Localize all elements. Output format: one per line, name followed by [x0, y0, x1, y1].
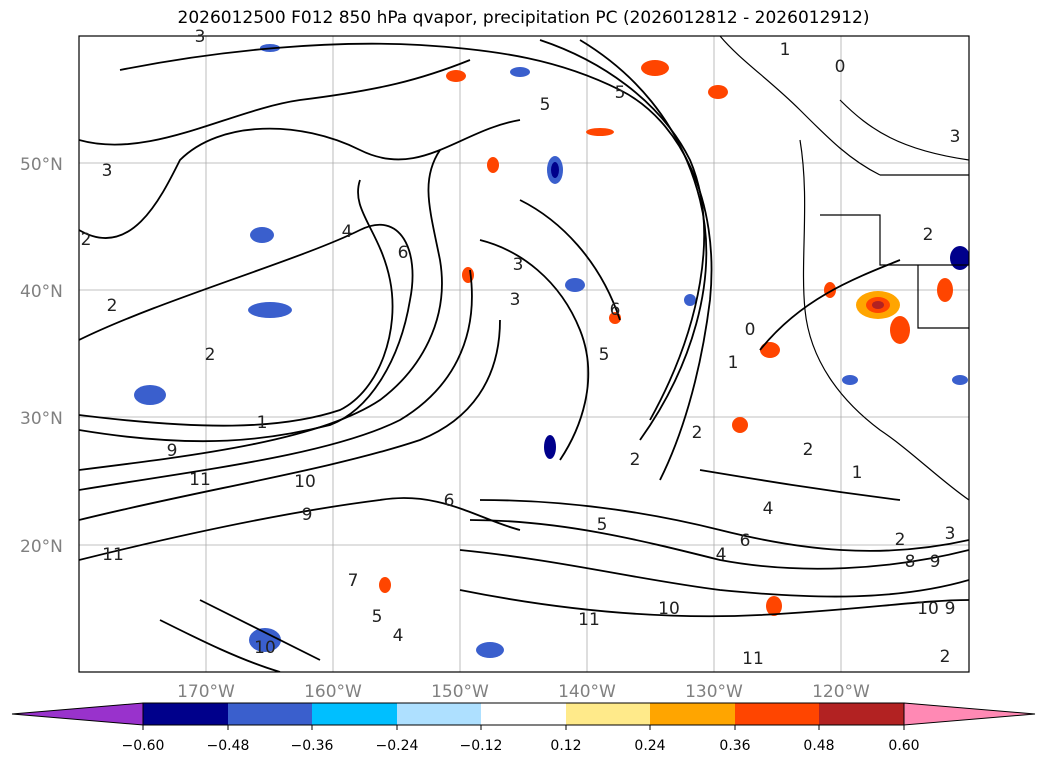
contour-label: 7 — [348, 571, 359, 591]
contour-label: 4 — [342, 222, 353, 242]
contour-label: 9 — [930, 552, 941, 572]
coastlines — [719, 36, 969, 501]
contour-label: 5 — [540, 95, 551, 115]
lat-label-20N: 20°N — [20, 537, 63, 557]
colorbar-extend-high — [903, 702, 1036, 726]
colorbar-bin — [735, 703, 819, 725]
contour-label: 1 — [852, 463, 863, 483]
colorbar-frame — [142, 702, 905, 726]
contour-label: 2 — [895, 530, 906, 550]
colorbar-tick-label: −0.48 — [207, 738, 250, 754]
contour-label: 3 — [510, 290, 521, 310]
colorbar-tick-label: −0.12 — [460, 738, 503, 754]
contour-label: 5 — [615, 83, 626, 103]
colorbar-tick-label: 0.24 — [634, 738, 665, 754]
lon-label-150W: 150°W — [431, 682, 489, 702]
colorbar-tick-label: −0.24 — [376, 738, 419, 754]
contour-label: 10 — [917, 599, 939, 619]
colorbar-bin — [312, 703, 397, 725]
contour-label: 5 — [599, 345, 610, 365]
contour-label: 5 — [597, 515, 608, 535]
contour-label: 3 — [513, 255, 524, 275]
contour-label: 4 — [763, 499, 774, 519]
contour-label: 3 — [950, 127, 961, 147]
contour-label: 2 — [692, 423, 703, 443]
colorbar-extend-low — [11, 702, 144, 726]
contour-label: 2 — [803, 440, 814, 460]
lon-label-120W: 120°W — [812, 682, 870, 702]
colorbar-bin — [819, 703, 904, 725]
contour-label: 10 — [658, 599, 680, 619]
contour-label: 1 — [780, 40, 791, 60]
contour-label: 11 — [742, 649, 764, 669]
precip-anomaly-fill — [134, 44, 969, 658]
contour-label: 10 — [294, 472, 316, 492]
colorbar-bin — [481, 703, 566, 725]
contour-label: 3 — [945, 524, 956, 544]
lat-label-50N: 50°N — [20, 155, 63, 175]
colorbar-tick-label: 0.36 — [719, 738, 750, 754]
colorbar-bin — [397, 703, 481, 725]
contour-label: 11 — [102, 545, 124, 565]
map-background — [79, 36, 969, 672]
colorbar-bin — [650, 703, 735, 725]
contour-label: 2 — [940, 647, 951, 667]
colorbar-bin — [566, 703, 650, 725]
contour-label: 2 — [205, 345, 216, 365]
contour-label: 1 — [257, 413, 268, 433]
contour-label: 9 — [302, 505, 313, 525]
contour-label: 4 — [393, 626, 404, 646]
colorbar: −0.60 −0.48 −0.36 −0.24 −0.12 0.12 0.24 … — [11, 702, 1036, 754]
contour-label: 10 — [254, 638, 276, 658]
contour-label: 9 — [167, 441, 178, 461]
contour-label: 3 — [102, 161, 113, 181]
qvapor-contours — [79, 39, 969, 672]
colorbar-tick-label: 0.60 — [888, 738, 919, 754]
contour-label: 2 — [81, 230, 92, 250]
contour-label: 5 — [372, 607, 383, 627]
colorbar-bin — [143, 703, 228, 725]
contour-label: 0 — [745, 320, 756, 340]
contour-label: 6 — [398, 243, 409, 263]
contour-label: 11 — [578, 610, 600, 630]
lon-label-140W: 140°W — [558, 682, 616, 702]
contour-label: 8 — [905, 552, 916, 572]
contour-label: 0 — [835, 57, 846, 77]
contour-label: 4 — [716, 545, 727, 565]
lon-label-130W: 130°W — [685, 682, 743, 702]
lon-label-160W: 160°W — [304, 682, 362, 702]
contour-label: 11 — [189, 470, 211, 490]
map-title: 2026012500 F012 850 hPa qvapor, precipit… — [177, 8, 870, 28]
contour-label: 6 — [444, 491, 455, 511]
lon-label-170W: 170°W — [177, 682, 235, 702]
colorbar-tick-label: 0.48 — [803, 738, 834, 754]
contour-label: 6 — [740, 531, 751, 551]
colorbar-tick-label: −0.60 — [122, 738, 165, 754]
lat-label-30N: 30°N — [20, 409, 63, 429]
contour-label: 2 — [630, 450, 641, 470]
contour-label: 6 — [610, 300, 621, 320]
colorbar-tick-label: −0.36 — [291, 738, 334, 754]
contour-label: 1 — [728, 353, 739, 373]
map-frame — [78, 35, 970, 673]
colorbar-tick-label: 0.12 — [550, 738, 581, 754]
contour-label: 2 — [107, 296, 118, 316]
colorbar-bin — [228, 703, 312, 725]
lat-label-40N: 40°N — [20, 282, 63, 302]
contour-label: 9 — [945, 599, 956, 619]
contour-label: 3 — [195, 27, 206, 47]
contour-label: 2 — [923, 225, 934, 245]
